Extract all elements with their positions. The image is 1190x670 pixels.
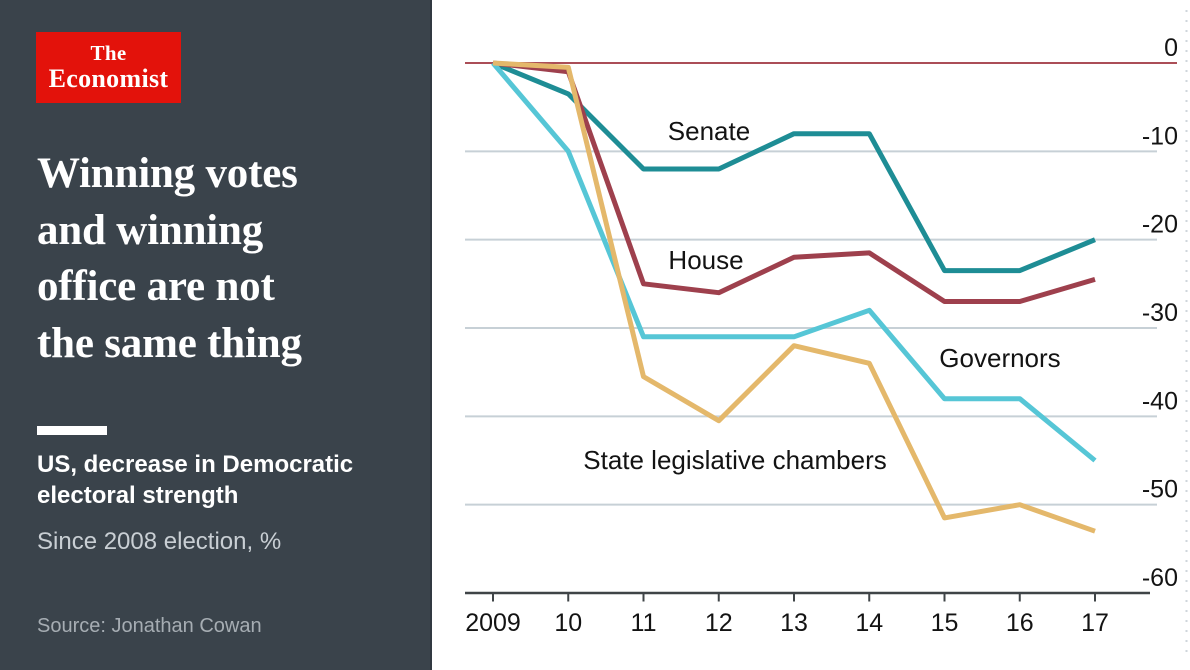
series-line-senate xyxy=(492,60,1096,274)
x-axis-label: 15 xyxy=(931,609,959,637)
x-axis-label: 14 xyxy=(855,609,883,637)
y-axis-label: -20 xyxy=(1142,211,1178,239)
series-label-house: House xyxy=(668,245,743,275)
y-axis-label: 0 xyxy=(1164,34,1178,62)
title-line: and winning xyxy=(37,206,264,254)
y-axis-label: -30 xyxy=(1142,299,1178,327)
title-line: office are not xyxy=(37,263,275,310)
y-axis-label: -10 xyxy=(1142,122,1178,150)
source-note: Source: Jonathan Cowan xyxy=(37,615,262,637)
chart-units-note: Since 2008 election, % xyxy=(37,528,282,555)
x-axis-label: 17 xyxy=(1081,609,1109,637)
series-label-state-legislative-chambers: State legislative chambers xyxy=(583,445,886,475)
logo-line-2: Economist xyxy=(48,64,169,93)
y-axis-label: -40 xyxy=(1142,387,1178,415)
x-axis-label: 16 xyxy=(1006,609,1034,637)
left-panel: The Economist Winning votes and winning … xyxy=(0,0,432,670)
series-label-senate: Senate xyxy=(668,116,750,146)
x-axis-label: 2009 xyxy=(465,609,521,637)
x-axis-label: 12 xyxy=(705,609,733,637)
x-axis-label: 13 xyxy=(780,609,808,637)
series-label-governors: Governors xyxy=(939,343,1060,373)
divider-rule xyxy=(37,426,107,435)
page-title: Winning votes and winning office are not… xyxy=(37,146,417,372)
y-axis-label: -50 xyxy=(1142,476,1178,504)
x-axis-label: 10 xyxy=(554,609,582,637)
title-line: Winning votes xyxy=(37,150,298,197)
title-line: the same thing xyxy=(37,319,302,367)
line-chart: 2009 10 11 12 13 14 15 16 17 0 -10 -20 -30 -40 -50 -60 S… xyxy=(465,10,1188,660)
chart-subtitle: US, decrease in Democratic electoral str… xyxy=(37,451,354,509)
logo-line-1: The xyxy=(90,41,127,65)
series-line-house xyxy=(492,60,1096,304)
economist-logo: The Economist xyxy=(36,32,181,103)
series-line-governors xyxy=(491,61,1097,463)
series-line-state-legislative-chambers xyxy=(492,60,1096,534)
y-axis-label: -60 xyxy=(1142,564,1178,592)
x-axis-label: 11 xyxy=(631,609,657,637)
